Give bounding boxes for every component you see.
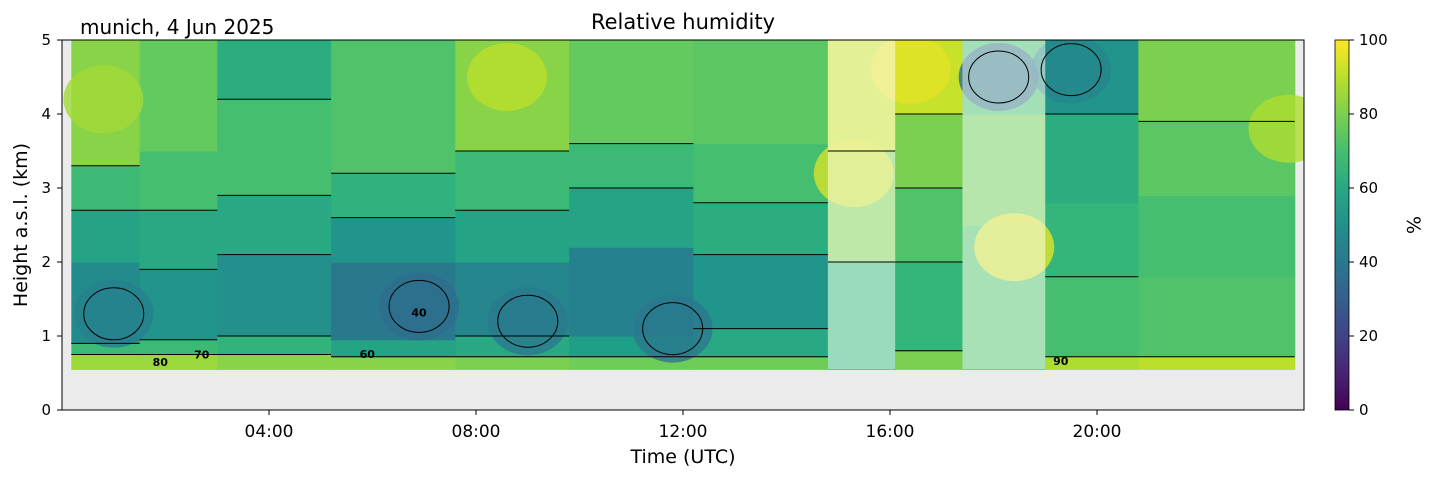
humidity-pocket	[467, 43, 548, 111]
humidity-cell	[693, 143, 829, 204]
humidity-cell	[139, 151, 218, 211]
humidity-cell	[71, 354, 141, 370]
humidity-cell	[217, 254, 332, 337]
humidity-cell	[693, 356, 829, 370]
colorbar-tick-label: 80	[1359, 105, 1378, 123]
humidity-cell	[217, 99, 332, 196]
humidity-cell	[71, 165, 141, 211]
contour-line	[388, 279, 450, 333]
contour-line	[1040, 43, 1102, 97]
humidity-cell	[331, 40, 456, 174]
humidity-cell	[895, 262, 964, 352]
colorbar-tick-label: 20	[1359, 327, 1378, 345]
humidity-cell	[217, 336, 332, 356]
contour-label: 60	[360, 348, 376, 361]
colorbar-label: %	[1402, 216, 1424, 234]
contour-line	[642, 302, 704, 356]
colorbar-tick-label: 40	[1359, 253, 1378, 271]
humidity-cell	[331, 173, 456, 219]
humidity-pocket	[379, 272, 460, 341]
humidity-cell	[1045, 114, 1139, 204]
humidity-cell	[1045, 276, 1139, 358]
humidity-cell	[139, 339, 218, 356]
humidity-cell	[895, 350, 964, 370]
humidity-cell	[139, 269, 218, 341]
x-axis-label: Time (UTC)	[629, 446, 735, 468]
contour-label: 40	[411, 306, 427, 319]
humidity-cell	[455, 356, 570, 370]
humidity-cell	[71, 343, 141, 356]
humidity-cell	[331, 339, 456, 358]
humidity-cell	[139, 354, 218, 370]
chart-title: Relative humidity	[591, 10, 775, 34]
colorbar-tick-label: 100	[1359, 31, 1388, 49]
humidity-cell	[569, 40, 694, 145]
humidity-cell	[693, 254, 829, 330]
humidity-cell	[1138, 276, 1296, 358]
colorbar: 0 20 40 60 80 100 %	[1334, 31, 1424, 419]
humidity-cell	[1045, 202, 1139, 278]
x-tick-label: 04:00	[245, 422, 294, 442]
masked-period	[827, 40, 896, 370]
humidity-cell	[693, 202, 829, 256]
x-tick-label: 20:00	[1073, 422, 1122, 442]
y-tick-label: 3	[41, 179, 51, 197]
humidity-pocket	[73, 279, 154, 348]
humidity-pocket	[632, 294, 713, 363]
humidity-cell	[569, 143, 694, 189]
y-tick-label: 5	[41, 31, 51, 49]
humidity-cell	[693, 328, 829, 358]
humidity-pocket	[487, 287, 568, 356]
humidity-cell	[455, 151, 570, 211]
contour-line	[83, 287, 145, 341]
contour-line	[968, 50, 1030, 104]
location-date-label: munich, 4 Jun 2025	[80, 15, 274, 39]
y-tick-label: 0	[41, 401, 51, 419]
humidity-cell	[217, 40, 332, 100]
humidity-cell	[139, 40, 218, 152]
humidity-cell	[895, 114, 964, 189]
humidity-cell	[331, 356, 456, 370]
colorbar-tick-label: 0	[1359, 401, 1369, 419]
contour-lines	[71, 43, 1295, 358]
contour-label: 70	[194, 349, 210, 362]
y-tick-label: 1	[41, 327, 51, 345]
y-tick-label: 2	[41, 253, 51, 271]
colorbar-tick-label: 60	[1359, 179, 1378, 197]
humidity-pocket	[63, 65, 144, 134]
contour-label: 80	[153, 356, 169, 369]
contour-line	[497, 294, 559, 348]
contour-label: 90	[1053, 355, 1069, 368]
humidity-pocket	[1031, 40, 1112, 104]
y-tick-label: 4	[41, 105, 51, 123]
humidity-cell	[71, 210, 141, 263]
humidity-cell	[217, 354, 332, 370]
colorbar-scale	[1334, 39, 1350, 411]
humidity-cell	[1138, 195, 1296, 278]
humidity-cell	[895, 188, 964, 263]
humidity-cell	[1138, 356, 1296, 370]
humidity-cell	[139, 210, 218, 270]
colorbar-ticks: 0 20 40 60 80 100	[1349, 31, 1388, 419]
x-axis: 04:00 08:00 12:00 16:00 20:00	[245, 410, 1122, 442]
x-tick-label: 12:00	[659, 422, 708, 442]
masked-period	[962, 40, 1046, 370]
humidity-pocket	[1248, 94, 1304, 163]
humidity-cell	[217, 195, 332, 256]
x-tick-label: 16:00	[866, 422, 915, 442]
humidity-cell	[455, 210, 570, 263]
x-tick-label: 08:00	[452, 422, 501, 442]
humidity-cell	[1045, 356, 1139, 370]
humidity-cell	[693, 40, 829, 145]
y-axis-label: Height a.s.l. (km)	[10, 143, 32, 307]
humidity-cell	[569, 188, 694, 248]
humidity-cell	[331, 217, 456, 263]
y-axis: 0 1 2 3 4 5	[41, 31, 62, 419]
contour-labels: 80 70 60 40 90	[153, 306, 1069, 369]
